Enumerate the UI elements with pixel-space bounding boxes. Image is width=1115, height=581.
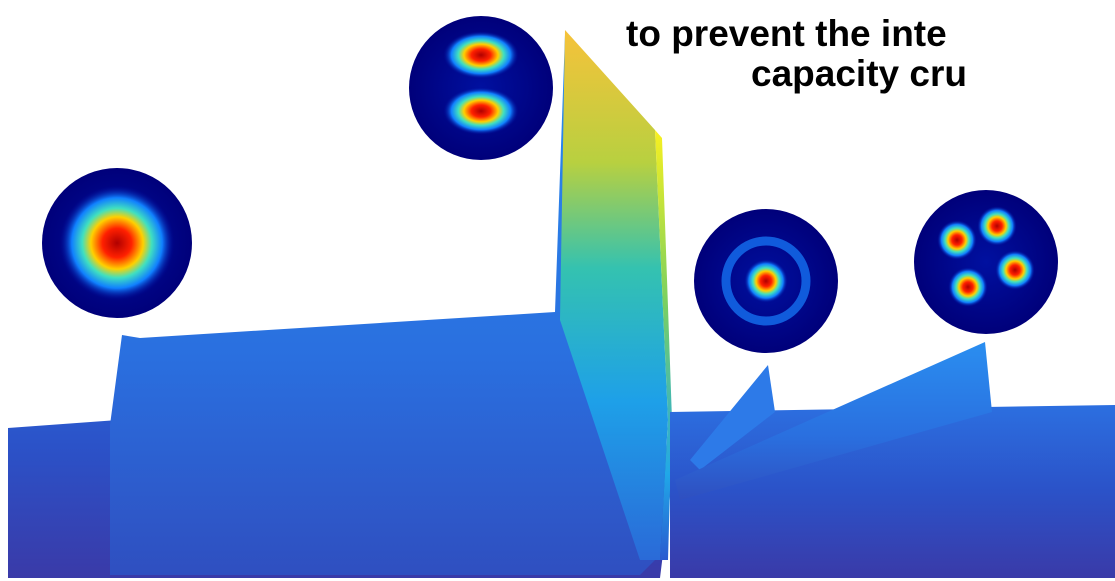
illustration: to prevent the inte capacity cru xyxy=(0,0,1115,581)
mode-lobe xyxy=(977,206,1017,246)
mode-spot xyxy=(744,259,788,303)
mode-lp02 xyxy=(694,209,838,353)
caption-line: capacity cru xyxy=(751,53,967,94)
caption-line: to prevent the inte xyxy=(626,13,947,54)
page: {"caption": {"lines": ["to prevent the i… xyxy=(0,0,1115,581)
mode-lobe xyxy=(443,87,519,135)
mode-spot xyxy=(59,185,175,301)
mode-lp01 xyxy=(42,168,192,318)
mode-lp21 xyxy=(914,190,1058,334)
mode-lobe xyxy=(995,250,1035,290)
mode-lobe xyxy=(443,31,519,79)
mode-lp11 xyxy=(409,16,553,160)
mode-lobe xyxy=(937,220,977,260)
mode-lobe xyxy=(948,267,988,307)
